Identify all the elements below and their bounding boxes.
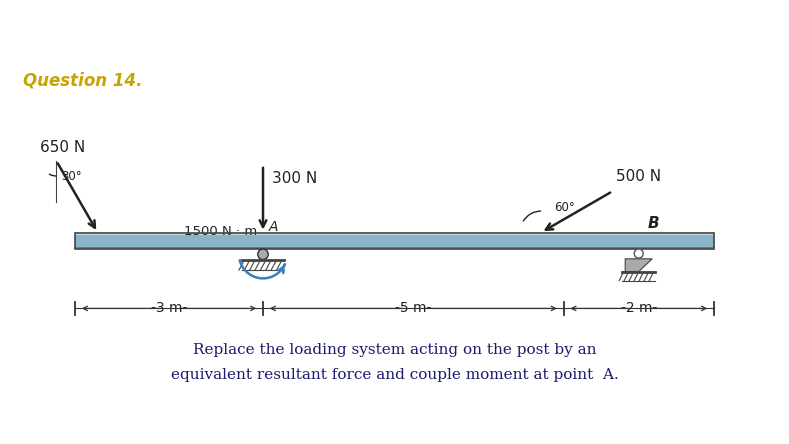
Text: B: B [648, 216, 660, 231]
Text: -5 m-: -5 m- [395, 301, 432, 315]
Polygon shape [625, 259, 653, 272]
Text: 300 N: 300 N [272, 171, 317, 186]
Bar [75, 246, 714, 249]
Text: -2 m-: -2 m- [620, 301, 657, 315]
Text: A: A [268, 220, 278, 234]
Bar [75, 233, 714, 235]
Text: 500 N: 500 N [616, 169, 661, 184]
Text: Replace the loading system acting on the post by an: Replace the loading system acting on the… [193, 343, 596, 357]
Text: Question 14.: Question 14. [23, 72, 142, 90]
Bar [75, 233, 714, 249]
Circle shape [634, 249, 643, 258]
Text: 1500 N · m: 1500 N · m [184, 225, 257, 238]
Text: -3 m-: -3 m- [151, 301, 187, 315]
Text: 60°: 60° [555, 202, 575, 214]
Text: 650 N: 650 N [39, 140, 85, 155]
Bar [75, 235, 714, 246]
Text: 30°: 30° [62, 170, 82, 183]
Circle shape [258, 249, 268, 260]
Text: equivalent resultant force and couple moment at point  A.: equivalent resultant force and couple mo… [170, 368, 619, 382]
